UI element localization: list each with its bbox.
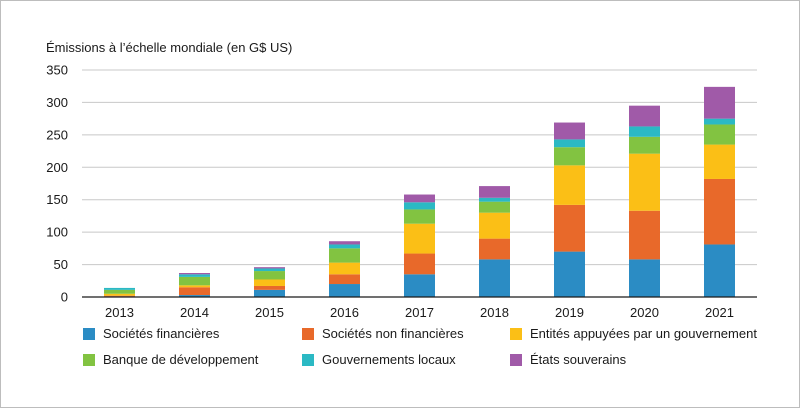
bar-segment-2019-series-6 (554, 122, 585, 140)
bar-segment-2015-series-1 (254, 289, 285, 297)
legend-item: Sociétés non financières (302, 326, 510, 341)
bar-segment-2019-series-1 (554, 251, 585, 297)
bar-segment-2018-series-2 (479, 238, 510, 260)
legend-swatch (83, 353, 95, 366)
bar-segment-2019-series-5 (554, 139, 585, 148)
y-tick-label: 50 (54, 257, 68, 272)
legend-item: Sociétés financières (83, 326, 302, 341)
legend-swatch (510, 353, 522, 366)
x-tick-label: 2015 (255, 305, 284, 320)
bar-segment-2021-series-6 (704, 86, 735, 119)
bar-segment-2013-series-5 (104, 287, 135, 290)
legend-swatch (302, 353, 314, 366)
bar-segment-2013-series-2 (104, 295, 135, 297)
x-tick-label: 2018 (480, 305, 509, 320)
bar-segment-2014-series-1 (179, 295, 210, 297)
x-tick-label: 2019 (555, 305, 584, 320)
bar-segment-2021-series-2 (704, 178, 735, 245)
bar-segment-2015-series-5 (254, 268, 285, 272)
bar-segment-2018-series-1 (479, 259, 510, 297)
bar-segment-2020-series-6 (629, 105, 660, 127)
bar-segment-2021-series-1 (704, 244, 735, 297)
legend-label: États souverains (530, 352, 627, 367)
y-tick-label: 200 (46, 160, 68, 175)
x-tick-label: 2016 (330, 305, 359, 320)
bar-segment-2021-series-3 (704, 144, 735, 179)
x-tick-label: 2013 (105, 305, 134, 320)
bar-segment-2020-series-5 (629, 126, 660, 137)
y-tick-label: 250 (46, 127, 68, 142)
bar-segment-2016-series-5 (329, 244, 360, 249)
legend-label: Entités appuyées par un gouvernement (530, 326, 757, 341)
bar-segment-2019-series-3 (554, 165, 585, 205)
legend-item: Entités appuyées par un gouvernement (510, 326, 773, 341)
bar-segment-2018-series-4 (479, 201, 510, 213)
x-tick-label: 2017 (405, 305, 434, 320)
bar-segment-2017-series-1 (404, 274, 435, 297)
y-axis-label: Émissions à l’échelle mondiale (en G$ US… (46, 40, 293, 55)
y-tick-label: 350 (46, 63, 68, 78)
legend: Sociétés financières Sociétés non financi… (83, 326, 773, 367)
bar-segment-2016-series-4 (329, 248, 360, 263)
bar-segment-2020-series-3 (629, 153, 660, 211)
bar-segment-2015-series-2 (254, 285, 285, 290)
y-tick-label: 100 (46, 225, 68, 240)
bar-segment-2016-series-6 (329, 241, 360, 245)
x-tick-label: 2020 (630, 305, 659, 320)
bar-segment-2019-series-4 (554, 147, 585, 166)
legend-swatch (302, 327, 314, 340)
bar-segment-2014-series-2 (179, 287, 210, 296)
bar-segment-2014-series-4 (179, 276, 210, 286)
bar-segment-2018-series-3 (479, 212, 510, 239)
bar-segment-2017-series-5 (404, 202, 435, 210)
bar-segment-2017-series-2 (404, 253, 435, 275)
bar-segment-2014-series-5 (179, 274, 210, 277)
bar-segment-2015-series-3 (254, 279, 285, 286)
legend-label: Sociétés financières (103, 326, 220, 341)
bar-segment-2013-series-3 (104, 293, 135, 296)
bar-segment-2016-series-1 (329, 284, 360, 297)
bar-segment-2014-series-6 (179, 273, 210, 275)
bar-segment-2019-series-2 (554, 204, 585, 252)
y-tick-label: 300 (46, 95, 68, 110)
legend-swatch (510, 327, 522, 340)
legend-item: Banque de développement (83, 352, 302, 367)
bar-segment-2013-series-4 (104, 289, 135, 294)
bar-segment-2018-series-6 (479, 186, 510, 198)
bar-segment-2016-series-3 (329, 262, 360, 275)
bar-segment-2020-series-4 (629, 136, 660, 154)
y-tick-label: 0 (61, 290, 68, 305)
bar-segment-2017-series-6 (404, 194, 435, 203)
x-tick-label: 2021 (705, 305, 734, 320)
bar-segment-2021-series-5 (704, 118, 735, 125)
bar-segment-2020-series-1 (629, 259, 660, 297)
legend-item: Gouvernements locaux (302, 352, 510, 367)
legend-label: Sociétés non financières (322, 326, 464, 341)
bar-segment-2015-series-4 (254, 271, 285, 280)
bar-segment-2017-series-4 (404, 209, 435, 224)
legend-label: Gouvernements locaux (322, 352, 456, 367)
legend-swatch (83, 327, 95, 340)
y-tick-label: 150 (46, 192, 68, 207)
bar-segment-2020-series-2 (629, 210, 660, 260)
legend-item: États souverains (510, 352, 773, 367)
bar-segment-2016-series-2 (329, 274, 360, 285)
bar-segment-2015-series-6 (254, 267, 285, 269)
bar-segment-2017-series-3 (404, 223, 435, 254)
bar-segment-2021-series-4 (704, 124, 735, 145)
x-tick-label: 2014 (180, 305, 209, 320)
legend-label: Banque de développement (103, 352, 259, 367)
bar-segment-2014-series-3 (179, 285, 210, 288)
bar-segment-2018-series-5 (479, 197, 510, 202)
